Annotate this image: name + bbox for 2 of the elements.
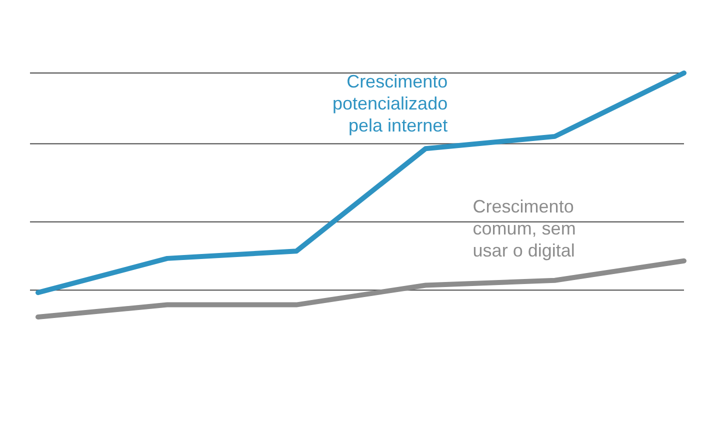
series-label: Crescimento potencializado pela internet <box>332 72 448 136</box>
series-label: Crescimento comum, sem usar o digital <box>472 196 576 260</box>
